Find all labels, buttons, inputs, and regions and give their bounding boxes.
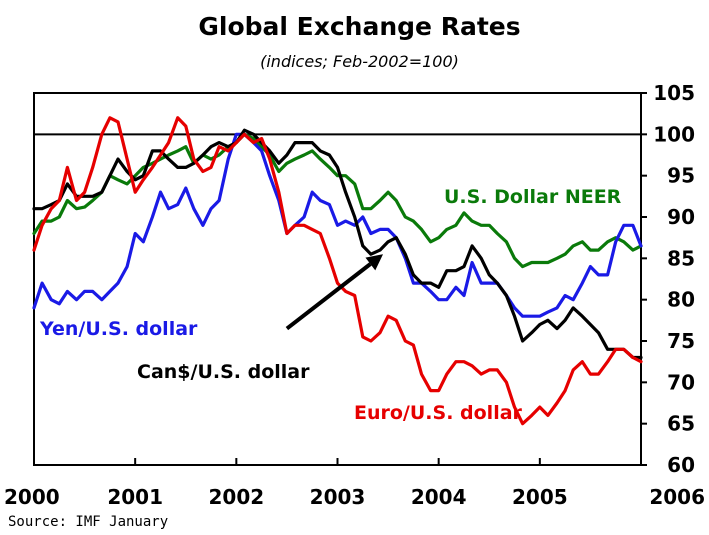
y-tick-label: 90 xyxy=(667,205,695,229)
chart-subtitle: (indices; Feb-2002=100) xyxy=(260,52,459,71)
x-tick-label: 2005 xyxy=(512,485,568,509)
x-tick-label: 2002 xyxy=(208,485,264,509)
chart-title: Global Exchange Rates xyxy=(198,12,521,41)
y-tick-label: 105 xyxy=(653,81,695,105)
series-label-yen-u-s-dollar: Yen/U.S. dollar xyxy=(39,318,198,340)
source-note: Source: IMF January xyxy=(8,514,169,530)
y-tick-label: 60 xyxy=(667,453,695,477)
x-tick-label: 2003 xyxy=(310,485,366,509)
series-line-can-u-s-dollar xyxy=(32,128,643,360)
annotation-arrow-head xyxy=(365,254,384,271)
x-tick-label: 2004 xyxy=(411,485,467,509)
y-tick-label: 70 xyxy=(667,370,695,394)
series-label-euro-u-s-dollar: Euro/U.S. dollar xyxy=(354,402,523,424)
series-line-euro-u-s-dollar xyxy=(32,116,643,426)
x-tick-label: 2000 xyxy=(4,485,60,509)
x-tick-label: 2001 xyxy=(107,485,163,509)
y-tick-label: 95 xyxy=(667,164,695,188)
axes: 2000 2001 2002 2003 2004 2005 2006 60 65 70 75 80 85… xyxy=(4,81,705,509)
annotation-arrow-shaft xyxy=(285,262,372,331)
series-label-can-u-s-dollar: Can$/U.S. dollar xyxy=(137,361,310,383)
y-tick-label: 85 xyxy=(667,246,695,270)
series-label-u-s-dollar-neer: U.S. Dollar NEER xyxy=(444,186,622,208)
series-lines xyxy=(32,116,643,426)
y-tick-label: 65 xyxy=(667,412,695,436)
x-tick-label: 2006 xyxy=(649,485,705,509)
series-line-yen-u-s-dollar xyxy=(32,132,643,318)
y-tick-label: 80 xyxy=(667,288,695,312)
series-labels: U.S. Dollar NEER Yen/U.S. dollar Can$/U.S.… xyxy=(39,186,622,424)
series-line-u-s-dollar-neer xyxy=(32,132,643,269)
y-tick-label: 100 xyxy=(653,122,695,146)
y-tick-label: 75 xyxy=(667,329,695,353)
